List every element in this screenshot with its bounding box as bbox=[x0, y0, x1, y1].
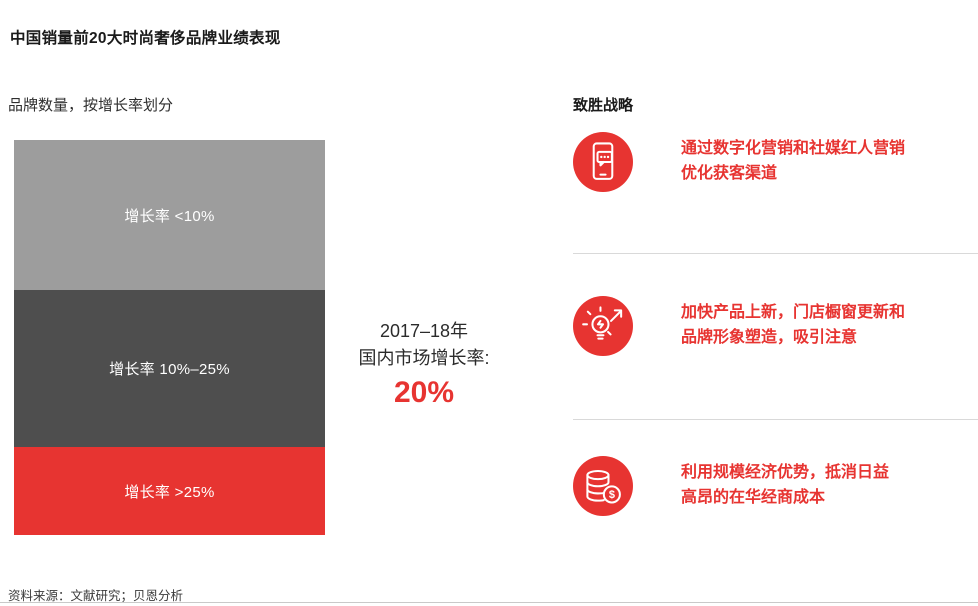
strategy-text: 利用规模经济优势，抵消日益 高昂的在华经商成本 bbox=[681, 464, 890, 506]
smartphone-chat-icon bbox=[573, 132, 633, 192]
annotation-value: 20% bbox=[393, 376, 455, 409]
strategy-text: 加快产品上新，门店橱窗更新和 品牌形象塑造，吸引注意 bbox=[681, 304, 906, 346]
strategy-text: 通过数字化营销和社媒红人营销 优化获客渠道 bbox=[681, 140, 906, 182]
chart-subtitle: 品牌数量，按增长率划分 bbox=[8, 97, 174, 114]
coins-dollar-icon: $ bbox=[573, 456, 633, 516]
bottom-rule bbox=[0, 602, 978, 603]
stacked-bar-chart: 增长率 <10% 增长率 10%–25% 增长率 >25% bbox=[14, 140, 325, 535]
bar-segment-growth-under-10: 增长率 <10% bbox=[14, 140, 325, 290]
svg-text:$: $ bbox=[609, 489, 615, 501]
strategy-item-product-renewal: 加快产品上新，门店橱窗更新和 品牌形象塑造，吸引注意 bbox=[573, 296, 978, 356]
annotation-text: 2017–18年 国内市场增长率: bbox=[358, 321, 490, 368]
strategies-header: 致胜战略 bbox=[573, 97, 634, 114]
bar-segment-growth-10-25: 增长率 10%–25% bbox=[14, 290, 325, 447]
bar-segment-label: 增长率 <10% bbox=[124, 207, 215, 225]
bar-segment-growth-over-25: 增长率 >25% bbox=[14, 447, 325, 535]
strategy-item-digital-marketing: 通过数字化营销和社媒红人营销 优化获客渠道 bbox=[573, 132, 978, 192]
page-title: 中国销量前20大时尚奢侈品牌业绩表现 bbox=[10, 30, 281, 47]
lightbulb-arrow-icon bbox=[573, 296, 633, 356]
source-note: 资料来源：文献研究；贝恩分析 bbox=[8, 589, 184, 603]
market-growth-annotation: 2017–18年 国内市场增长率: 20% bbox=[332, 318, 516, 410]
strategy-divider bbox=[573, 253, 978, 254]
bar-segment-label: 增长率 10%–25% bbox=[109, 361, 230, 378]
strategy-item-economies-of-scale: $ 利用规模经济优势，抵消日益 高昂的在华经商成本 bbox=[573, 456, 978, 516]
bar-segment-label: 增长率 >25% bbox=[124, 483, 215, 501]
strategy-divider bbox=[573, 419, 978, 420]
